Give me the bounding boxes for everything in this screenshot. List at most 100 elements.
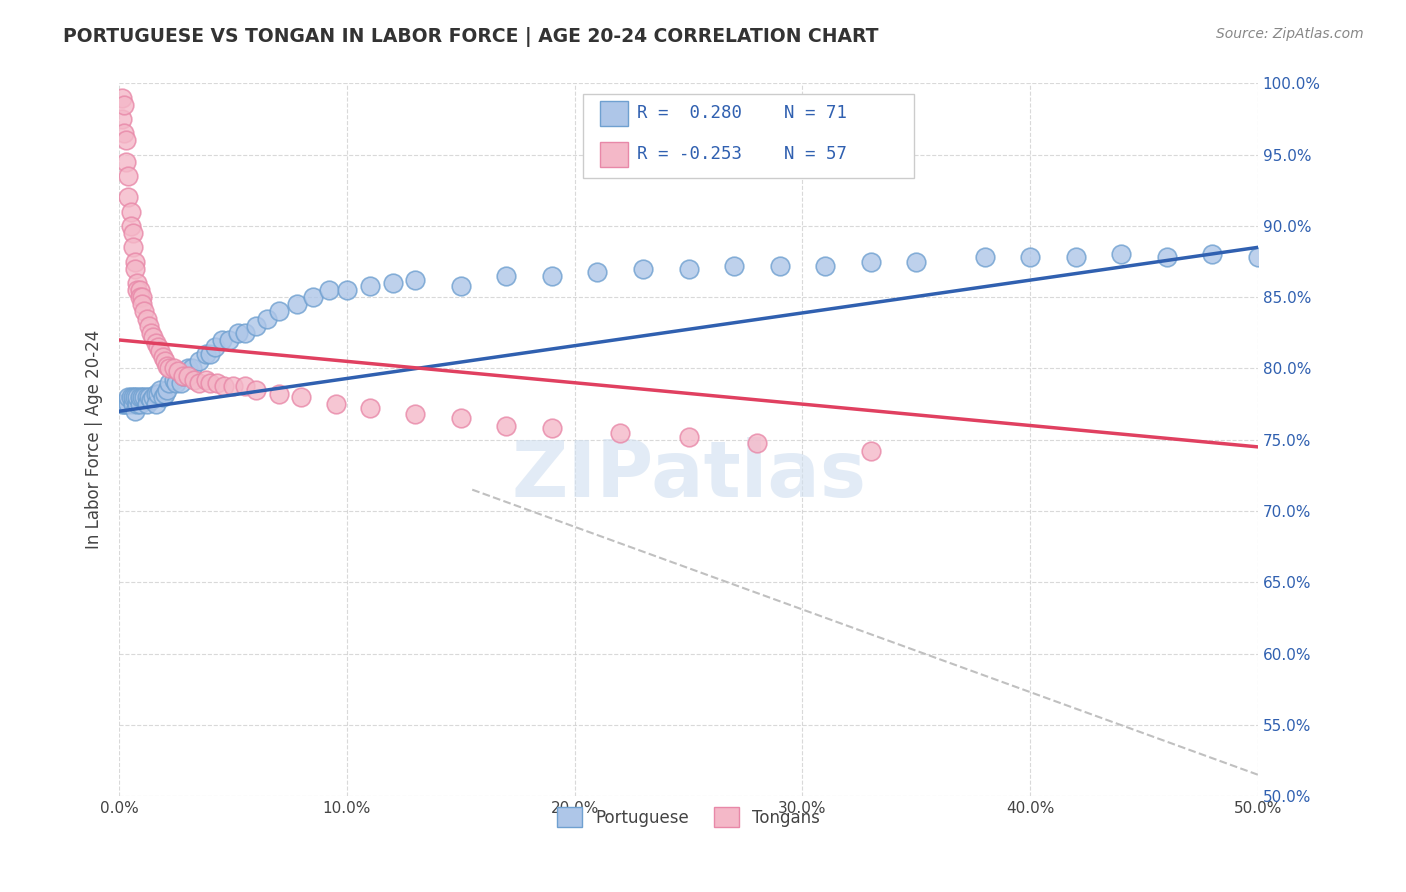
Point	[138, 390, 160, 404]
Point	[495, 268, 517, 283]
Text: Source: ZipAtlas.com: Source: ZipAtlas.com	[1216, 27, 1364, 41]
Point	[117, 190, 139, 204]
Point	[112, 126, 135, 140]
Point	[450, 411, 472, 425]
Point	[128, 283, 150, 297]
Point	[245, 318, 267, 333]
Point	[115, 154, 138, 169]
Point	[325, 397, 347, 411]
Point	[212, 378, 235, 392]
Point	[135, 390, 157, 404]
Point	[495, 418, 517, 433]
Point	[117, 169, 139, 183]
Legend: Portuguese, Tongans: Portuguese, Tongans	[550, 800, 827, 834]
Point	[135, 397, 157, 411]
Text: PORTUGUESE VS TONGAN IN LABOR FORCE | AGE 20-24 CORRELATION CHART: PORTUGUESE VS TONGAN IN LABOR FORCE | AG…	[63, 27, 879, 46]
Point	[146, 340, 169, 354]
Point	[172, 368, 194, 383]
Point	[200, 347, 222, 361]
Point	[1156, 250, 1178, 264]
Point	[153, 387, 176, 401]
Point	[814, 259, 837, 273]
Point	[112, 98, 135, 112]
Point	[256, 311, 278, 326]
Point	[122, 397, 145, 411]
Point	[170, 376, 193, 390]
Point	[176, 361, 198, 376]
Point	[905, 254, 928, 268]
Point	[973, 250, 995, 264]
Point	[1247, 250, 1270, 264]
Point	[204, 340, 226, 354]
Point	[120, 219, 142, 233]
Point	[145, 335, 167, 350]
Point	[609, 425, 631, 440]
Point	[131, 390, 153, 404]
Point	[205, 376, 228, 390]
Point	[404, 407, 426, 421]
Point	[194, 347, 217, 361]
Point	[541, 421, 564, 435]
Point	[110, 91, 132, 105]
Point	[359, 278, 381, 293]
Point	[134, 390, 156, 404]
Point	[115, 397, 138, 411]
Point	[859, 254, 882, 268]
Point	[167, 364, 190, 378]
Point	[769, 259, 792, 273]
Point	[120, 204, 142, 219]
Point	[127, 276, 149, 290]
Point	[218, 333, 240, 347]
Point	[188, 376, 211, 390]
Point	[142, 390, 165, 404]
Point	[163, 361, 186, 376]
Point	[124, 254, 146, 268]
Point	[141, 326, 163, 340]
Point	[586, 264, 609, 278]
Point	[163, 373, 186, 387]
Point	[176, 368, 198, 383]
Point	[723, 259, 745, 273]
Point	[128, 397, 150, 411]
Point	[131, 297, 153, 311]
Point	[1201, 247, 1223, 261]
Point	[110, 112, 132, 126]
Point	[404, 273, 426, 287]
Point	[181, 361, 204, 376]
Point	[145, 397, 167, 411]
Point	[222, 378, 245, 392]
Point	[318, 283, 340, 297]
Point	[127, 397, 149, 411]
Point	[149, 344, 172, 359]
Point	[233, 326, 256, 340]
Point	[153, 354, 176, 368]
Point	[146, 387, 169, 401]
Point	[135, 311, 157, 326]
Point	[156, 383, 179, 397]
Point	[301, 290, 323, 304]
Point	[152, 350, 174, 364]
Point	[131, 290, 153, 304]
Point	[117, 390, 139, 404]
Point	[267, 304, 290, 318]
Point	[194, 373, 217, 387]
Point	[200, 376, 222, 390]
Point	[233, 378, 256, 392]
Point	[156, 359, 179, 373]
Point	[745, 435, 768, 450]
Point	[285, 297, 308, 311]
Point	[336, 283, 359, 297]
Point	[183, 373, 205, 387]
Point	[142, 330, 165, 344]
Point	[211, 333, 233, 347]
Point	[1064, 250, 1087, 264]
Point	[631, 261, 654, 276]
Point	[165, 376, 187, 390]
Point	[226, 326, 249, 340]
Point	[127, 283, 149, 297]
Point	[112, 397, 135, 411]
Point	[120, 390, 142, 404]
Point	[381, 276, 404, 290]
Point	[678, 261, 700, 276]
Text: ZIPatlas: ZIPatlas	[510, 437, 866, 514]
